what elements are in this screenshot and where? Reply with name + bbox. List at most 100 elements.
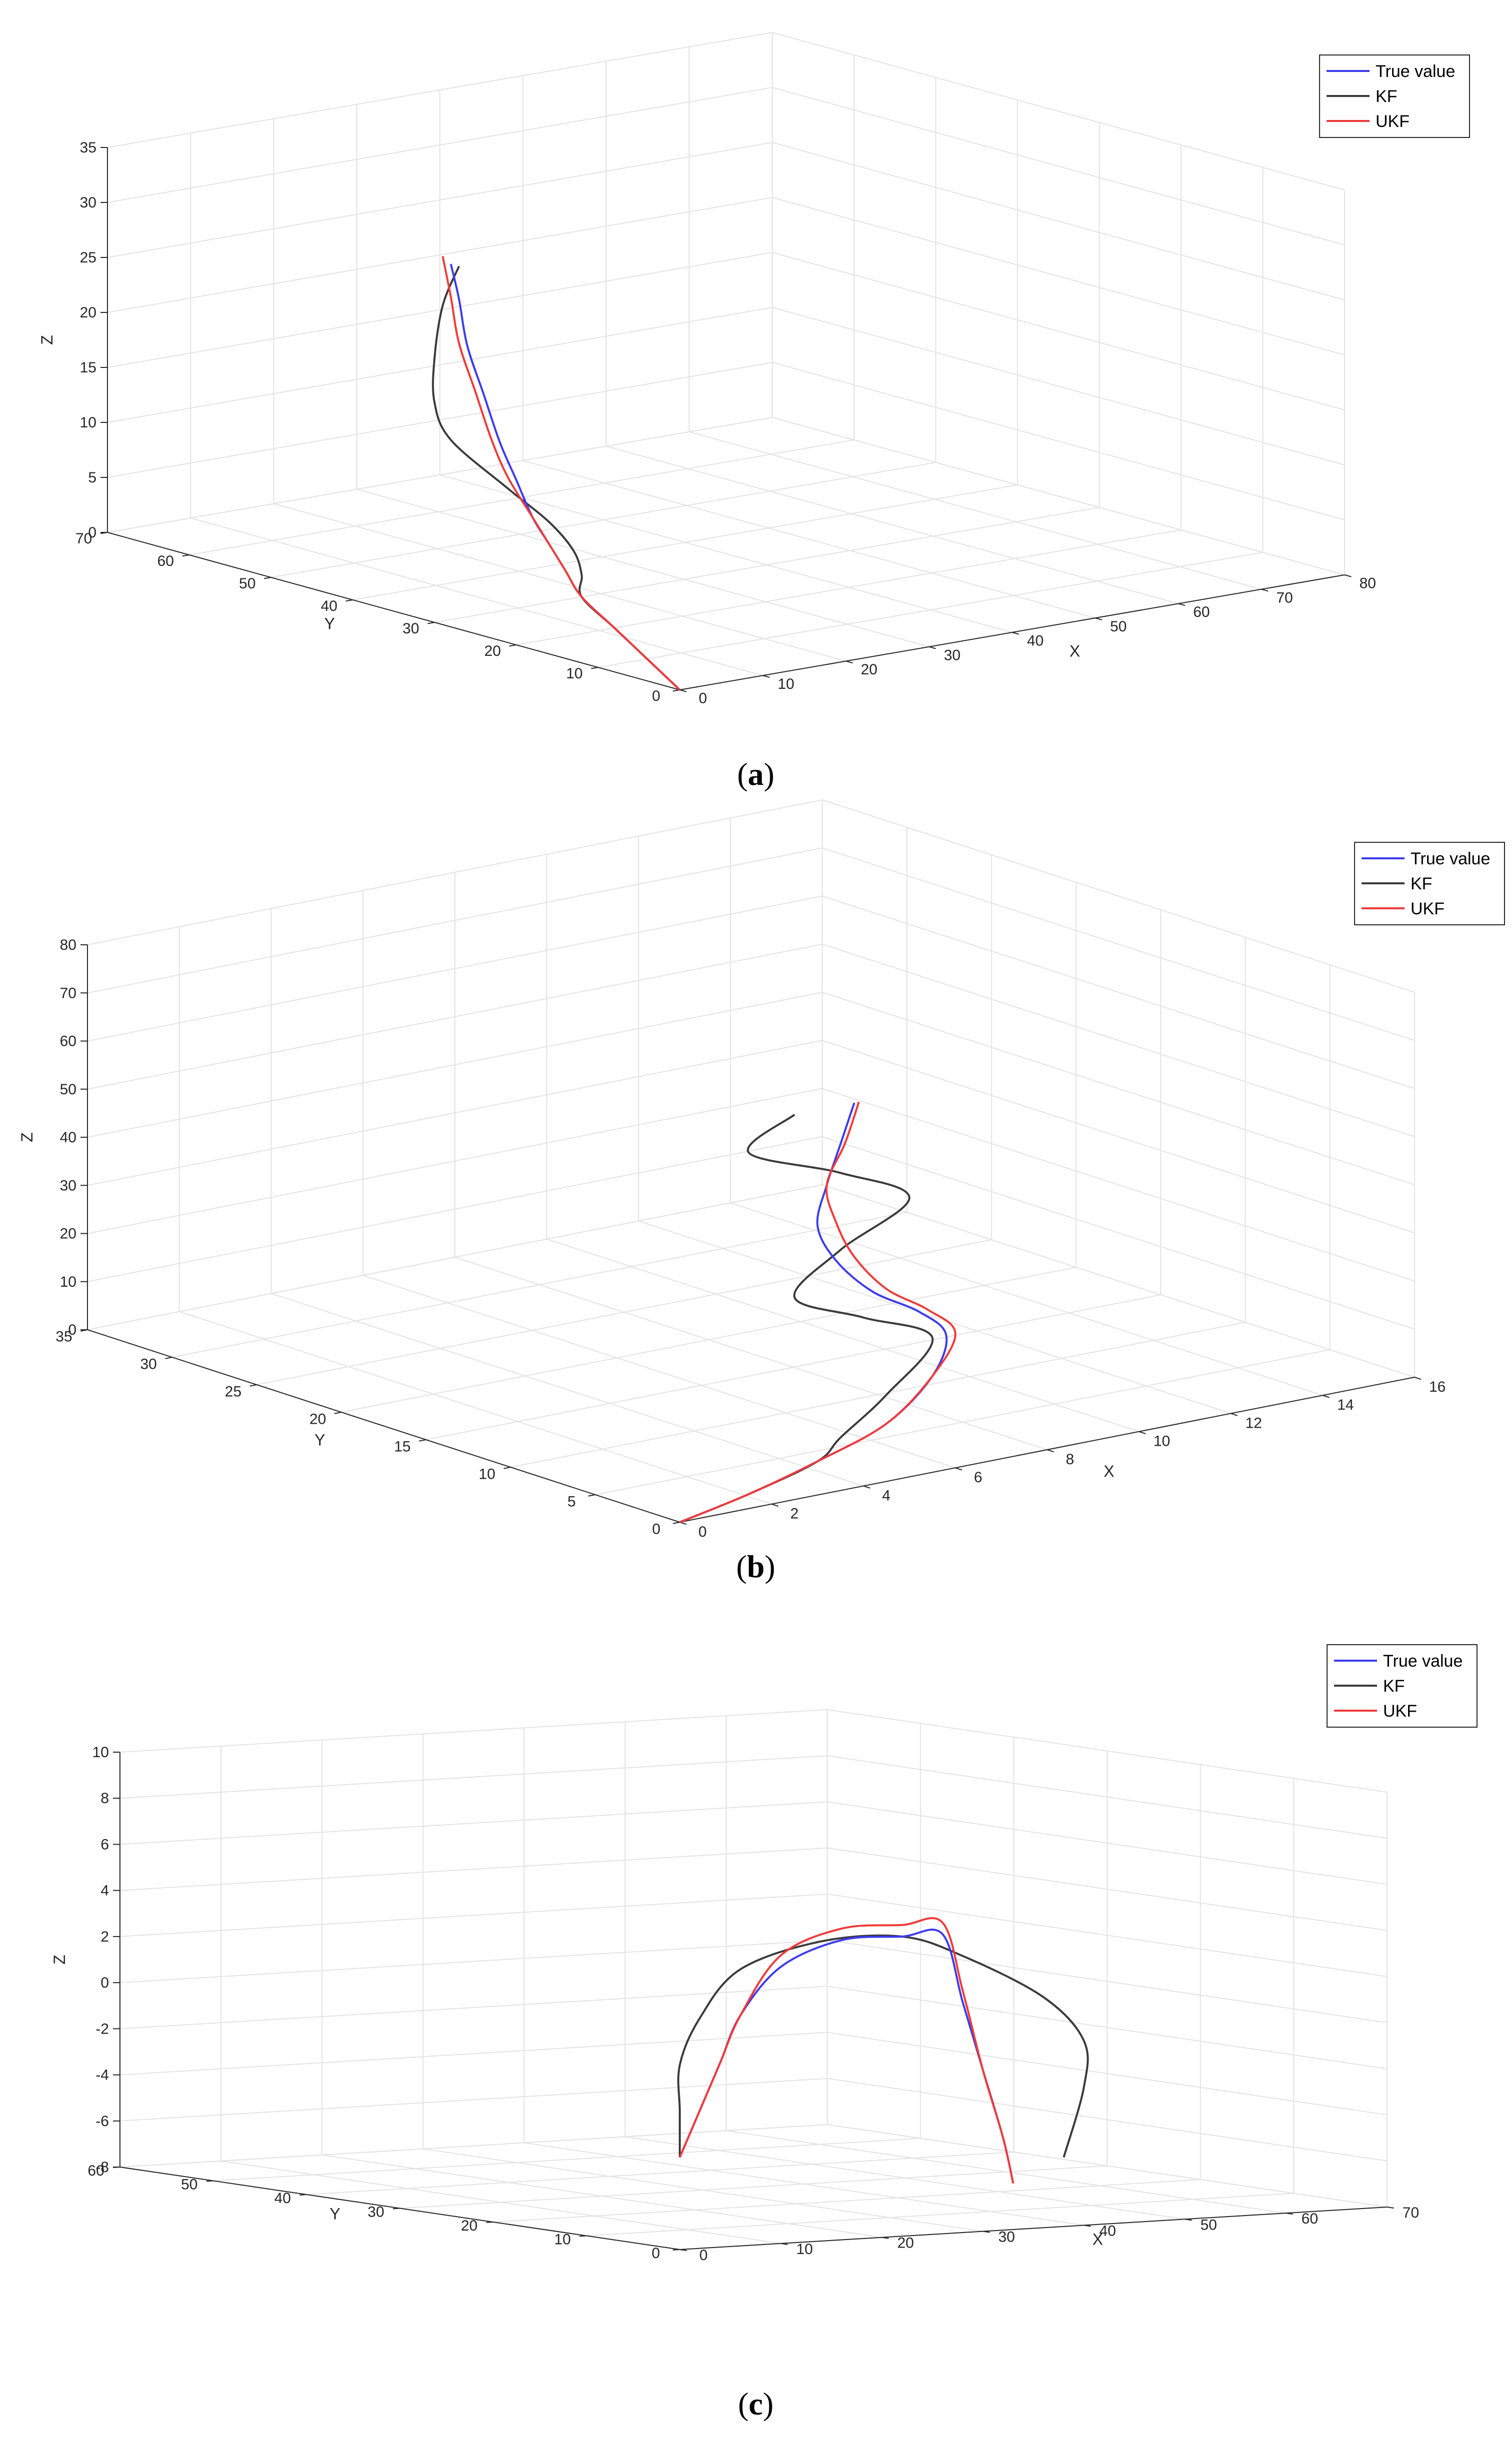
x-tick-mark [762, 675, 770, 678]
series [677, 1917, 1089, 2184]
x-tick-label: 40 [1027, 633, 1044, 649]
x-tick-label: 20 [897, 2235, 914, 2252]
z-tick-label: 25 [80, 249, 96, 266]
series [432, 256, 681, 691]
x-tick-mark [1261, 588, 1269, 592]
x-axis-line [679, 2207, 1388, 2250]
series-line-ukf [441, 256, 681, 691]
series-line-ukf [679, 1101, 957, 1523]
z-tick-label: 0 [100, 1975, 109, 1991]
legend-label: KF [1383, 1677, 1405, 1696]
y-tick-label: 10 [479, 1466, 495, 1482]
z-tick-label: 4 [100, 1883, 109, 1899]
z-tick-label: 8 [100, 1790, 109, 1807]
series-line-kf [677, 1934, 1089, 2158]
y-axis-line [107, 532, 680, 690]
z-axis-label: Z [50, 1955, 68, 1965]
grid [119, 1709, 1388, 2250]
z-tick-label: 0 [68, 1322, 76, 1338]
panel-caption-letter: a [748, 756, 764, 792]
legend-label: UKF [1376, 112, 1410, 131]
z-tick-label: 15 [80, 359, 96, 376]
legend-label: KF [1376, 87, 1397, 106]
x-tick-mark [1012, 632, 1019, 635]
y-axis-label: Y [330, 2205, 340, 2223]
legend-label: True value [1383, 1652, 1463, 1671]
z-tick-label: 20 [80, 304, 96, 321]
y-tick-label: 35 [55, 1328, 72, 1345]
x-tick-mark [846, 660, 853, 664]
y-tick-label: 50 [181, 2176, 197, 2193]
y-tick-mark [591, 667, 598, 669]
y-tick-label: 20 [309, 1411, 326, 1427]
x-tick-mark [882, 2237, 889, 2239]
legend-label: KF [1411, 874, 1432, 893]
y-axis-label: Y [314, 1431, 325, 1449]
y-tick-mark [509, 644, 517, 647]
y-tick-label: 50 [239, 575, 255, 592]
x-tick-label: 50 [1201, 2217, 1217, 2233]
x-tick-label: 0 [699, 2247, 708, 2264]
z-tick-label: -2 [95, 2021, 109, 2037]
x-tick-label: 50 [1110, 618, 1127, 635]
x-axis-label: X [1070, 642, 1080, 660]
chart-panel-a: 0102030405060708001020304050607005101520… [38, 32, 1470, 792]
x-tick-mark [1178, 603, 1186, 606]
x-tick-label: 40 [1099, 2223, 1116, 2239]
y-tick-mark [182, 554, 189, 557]
x-tick-label: 10 [778, 676, 794, 692]
y-tick-mark [264, 577, 271, 579]
y-tick-label: 25 [225, 1383, 241, 1400]
x-tick-mark [1231, 1413, 1238, 1416]
legend-label: UKF [1383, 1702, 1417, 1721]
y-tick-mark [588, 1494, 595, 1497]
y-tick-label: 15 [394, 1438, 410, 1455]
legend: True value KF UKF [1319, 54, 1470, 138]
z-tick-label: 0 [88, 524, 96, 541]
y-tick-mark [334, 1412, 342, 1414]
z-tick-label: 70 [60, 985, 76, 1001]
x-axis-label: X [1104, 1462, 1114, 1480]
z-tick-label: 35 [80, 139, 96, 156]
x-tick-mark [1322, 1395, 1330, 1398]
y-tick-mark [503, 1467, 511, 1469]
x-tick-mark [863, 1485, 871, 1489]
z-tick-label: -8 [95, 2159, 109, 2176]
x-tick-mark [983, 2231, 990, 2233]
series-line-true-value [679, 1929, 1015, 2184]
y-axis-label: Y [324, 615, 335, 633]
panel-caption-letter: c [749, 2386, 763, 2422]
z-tick-label: 30 [60, 1177, 76, 1194]
legend: True value KF UKF [1327, 1644, 1478, 1728]
z-tick-label: 10 [92, 1744, 109, 1761]
x-tick-label: 10 [796, 2241, 813, 2258]
y-tick-label: 40 [321, 598, 337, 614]
y-tick-label: 0 [652, 1521, 661, 1537]
y-tick-mark [206, 2180, 213, 2182]
x-tick-mark [1185, 2219, 1192, 2221]
chart-panel-b: 0246810121416051015202530350102030405060… [18, 799, 1505, 1584]
x-tick-mark [1095, 617, 1103, 620]
axes: 0102030405060708001020304050607005101520… [38, 139, 1376, 707]
x-tick-label: 60 [1193, 604, 1210, 620]
y-tick-mark [427, 622, 435, 624]
z-tick-label: -6 [95, 2113, 109, 2130]
x-tick-label: 30 [944, 647, 960, 663]
z-tick-label: 5 [88, 469, 96, 486]
y-tick-mark [673, 1522, 680, 1524]
x-tick-mark [1387, 2207, 1394, 2209]
x-tick-mark [1414, 1377, 1422, 1380]
x-tick-label: 0 [698, 1524, 707, 1540]
legend: True value KF UKF [1354, 842, 1505, 925]
z-tick-label: 2 [100, 1929, 109, 1945]
y-tick-label: 40 [274, 2190, 291, 2207]
chart-panel-c: 0 10 20 30 40 50 60 700102030405060-8-6-4-20246… [50, 1644, 1478, 2422]
series-line-kf [679, 1114, 934, 1523]
z-axis-label: Z [18, 1132, 36, 1142]
y-tick-mark [165, 1357, 172, 1359]
z-tick-label: 10 [60, 1274, 76, 1290]
y-tick-label: 30 [402, 620, 419, 637]
x-tick-mark [955, 1467, 962, 1471]
y-tick-label: 20 [461, 2218, 477, 2234]
z-tick-label: 10 [80, 414, 96, 431]
